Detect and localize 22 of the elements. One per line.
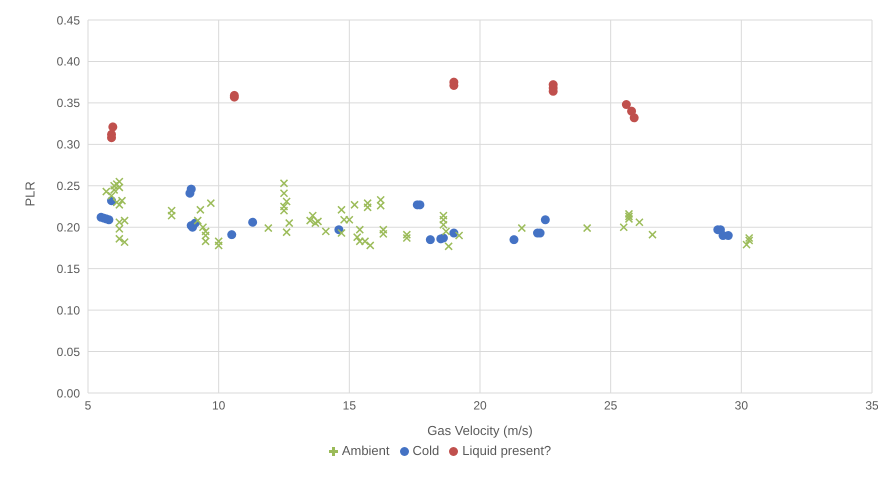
x-tick-label: 15 bbox=[342, 398, 356, 413]
y-tick-label: 0.40 bbox=[56, 54, 80, 69]
y-tick-label: 0.45 bbox=[56, 13, 80, 28]
y-tick-label: 0.30 bbox=[56, 138, 80, 152]
x-tick-label: 10 bbox=[212, 398, 226, 413]
x-tick-label: 35 bbox=[865, 398, 879, 413]
legend-label: Cold bbox=[412, 443, 440, 458]
legend-label: Liquid present? bbox=[462, 443, 552, 458]
x-axis-title: Gas Velocity (m/s) bbox=[427, 423, 533, 438]
y-tick-label: 0.00 bbox=[56, 386, 80, 400]
x-tick-label: 30 bbox=[734, 398, 748, 413]
y-axis-title: PLR bbox=[22, 181, 38, 206]
x-tick-label: 20 bbox=[473, 398, 487, 413]
x-tick-label: 5 bbox=[84, 398, 92, 413]
x-tick-label: 25 bbox=[604, 398, 618, 413]
y-tick-label: 0.15 bbox=[56, 262, 80, 276]
y-tick-label: 0.25 bbox=[56, 179, 80, 194]
y-tick-label: 0.10 bbox=[56, 303, 80, 318]
y-tick-label: 0.35 bbox=[56, 96, 80, 110]
legend-label: Ambient bbox=[342, 443, 390, 458]
y-tick-label: 0.20 bbox=[56, 220, 80, 234]
y-tick-label: 0.05 bbox=[56, 344, 80, 359]
